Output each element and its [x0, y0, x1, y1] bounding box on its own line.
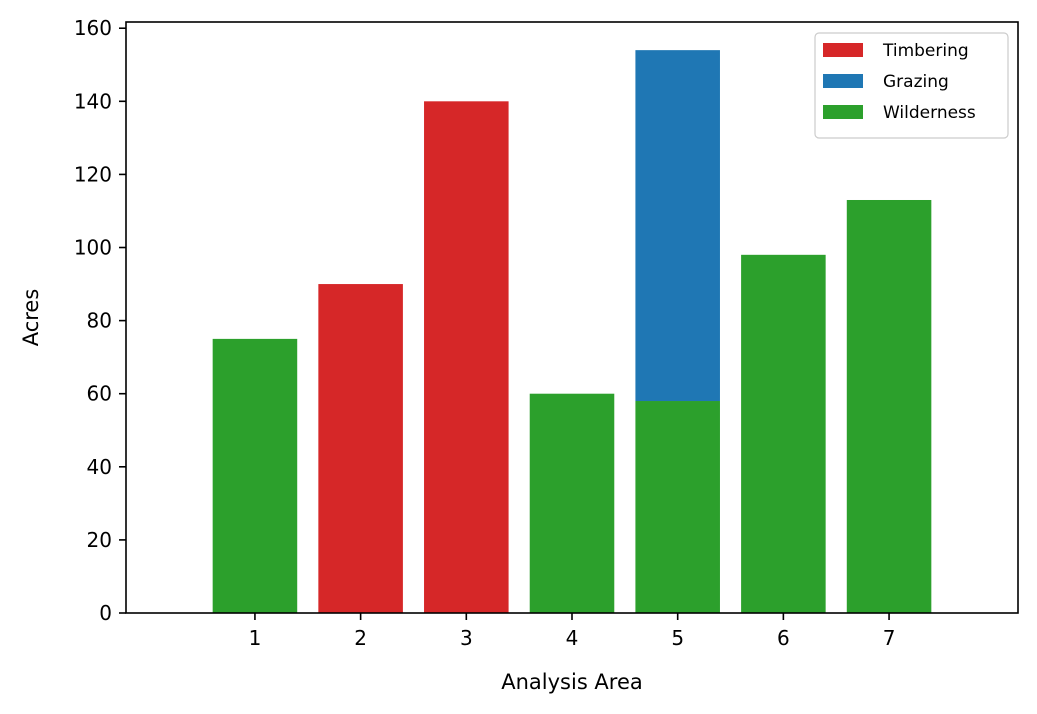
legend-label-timbering: Timbering	[882, 41, 969, 61]
bar-timbering-area-3	[424, 101, 509, 613]
axes-layer: 1 2 3 4 5 6 7 0 20 40 60 80 100 120 140 160	[74, 16, 1019, 650]
x-tick-label-1: 1	[249, 626, 262, 650]
x-tick-label-5: 5	[671, 626, 684, 650]
x-tick-label-4: 4	[566, 626, 579, 650]
y-tick-label-0: 0	[99, 601, 112, 625]
y-tick-label-80: 80	[87, 309, 112, 333]
bar-wilderness-area-4	[529, 393, 615, 613]
x-tick-label-2: 2	[354, 626, 367, 650]
legend-label-wilderness: Wilderness	[883, 103, 976, 123]
bar-wilderness-area-7	[846, 199, 932, 613]
y-axis-label: Acres	[19, 289, 43, 347]
y-tick-label-100: 100	[74, 236, 112, 260]
legend-frame	[814, 32, 1009, 139]
bar-wilderness-area-6	[741, 254, 826, 613]
legend-swatch-grazing	[823, 74, 863, 88]
bar-wilderness-area-5	[635, 401, 720, 613]
bars-layer	[212, 50, 932, 613]
y-tick-label-40: 40	[87, 455, 112, 479]
bar-timbering-area-2	[318, 284, 403, 613]
bar-grazing-area-5	[635, 50, 720, 402]
y-tick-label-60: 60	[87, 382, 112, 406]
x-tick-label-3: 3	[460, 626, 473, 650]
y-tick-label-140: 140	[74, 89, 112, 113]
legend-swatch-wilderness	[823, 105, 863, 119]
legend: Timbering Grazing Wilderness	[814, 32, 1009, 139]
x-axis-label: Analysis Area	[501, 670, 643, 694]
bar-wilderness-area-1	[212, 338, 298, 613]
x-tick-label-6: 6	[777, 626, 790, 650]
legend-label-grazing: Grazing	[883, 72, 949, 92]
y-tick-label-120: 120	[74, 162, 112, 186]
x-tick-label-7: 7	[883, 626, 896, 650]
legend-swatch-timbering	[823, 43, 863, 57]
y-tick-label-20: 20	[87, 528, 112, 552]
y-tick-label-160: 160	[74, 16, 112, 40]
